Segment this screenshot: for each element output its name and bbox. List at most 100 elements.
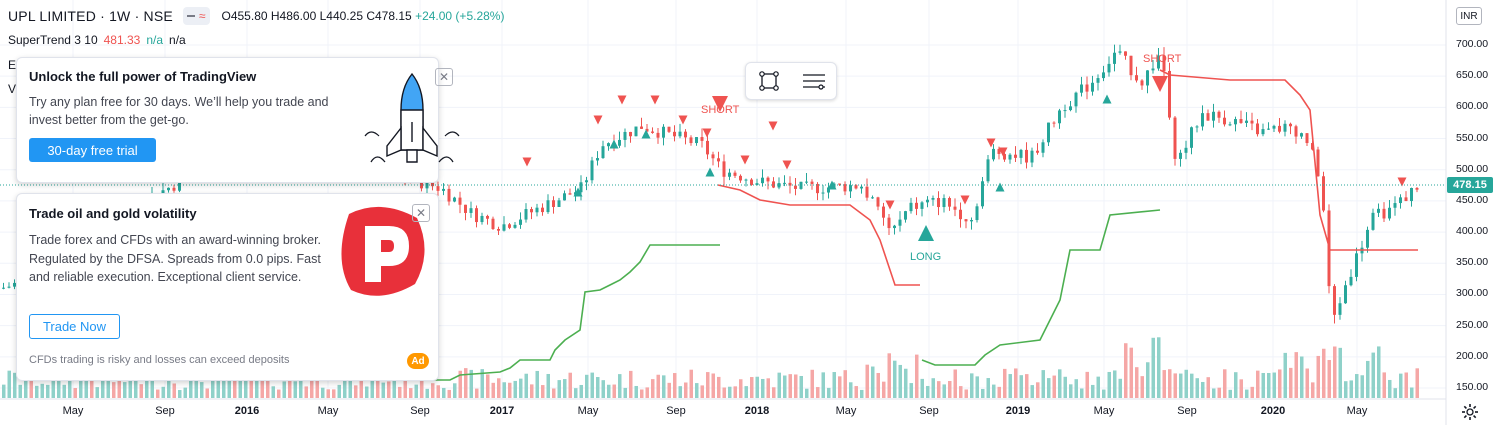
volume-bar	[1135, 367, 1139, 398]
candle-body	[975, 206, 979, 221]
sell-marker	[702, 128, 712, 138]
candle-body	[1080, 84, 1083, 93]
volume-bar	[238, 369, 242, 398]
buy-marker	[995, 182, 1005, 192]
candle-body	[1091, 82, 1094, 92]
buy-marker	[705, 167, 715, 177]
volume-bar	[7, 370, 11, 398]
candle-body	[673, 131, 676, 137]
time-axis-label: Sep	[410, 405, 430, 417]
volume-bar	[1162, 370, 1166, 398]
volume-bar	[227, 375, 231, 398]
candle-body	[1234, 119, 1237, 125]
supertrend-up-segment	[428, 244, 720, 381]
candle-body	[838, 183, 841, 185]
volume-bar	[1052, 375, 1056, 398]
volume-bar	[849, 382, 853, 398]
sell-marker	[885, 200, 895, 210]
volume-bar	[794, 374, 798, 398]
gear-icon[interactable]	[1461, 403, 1479, 421]
price-axis-label: 600.00	[1456, 100, 1489, 113]
candle-body	[860, 186, 863, 189]
volume-bar	[607, 384, 611, 398]
volume-bar	[1096, 376, 1100, 398]
volume-bar	[612, 384, 616, 398]
volume-bar	[321, 387, 325, 398]
candle-body	[1162, 55, 1166, 71]
volume-bar	[205, 388, 209, 398]
volume-bar	[596, 377, 600, 398]
candle-body	[629, 131, 632, 137]
volume-bar	[645, 387, 649, 398]
trade-now-button[interactable]: Trade Now	[29, 314, 120, 339]
ad-title: Trade oil and gold volatility	[29, 206, 197, 221]
candle-body	[464, 204, 467, 213]
volume-bar	[519, 378, 523, 398]
volume-bar	[739, 379, 743, 398]
candle-body	[722, 161, 726, 177]
volume-bar	[392, 378, 396, 398]
close-promo-button[interactable]: ✕	[435, 68, 453, 86]
candle-body	[1294, 126, 1298, 137]
candle-body	[497, 228, 500, 231]
volume-bar	[678, 386, 682, 398]
volume-bar	[1014, 368, 1018, 398]
candle-body	[1036, 150, 1039, 153]
volume-bar	[926, 385, 930, 398]
candle-body	[530, 209, 533, 213]
volume-bar	[656, 374, 660, 398]
candle-body	[7, 286, 11, 288]
volume-bar	[1168, 369, 1172, 398]
settings-lines-button[interactable]	[798, 67, 830, 95]
time-axis-label: May	[1093, 405, 1115, 417]
symbol-title[interactable]: UPL LIMITED · 1W · NSE	[8, 8, 173, 24]
volume-bar	[1256, 370, 1260, 398]
volume-bar	[1080, 388, 1084, 398]
volume-bar	[112, 382, 116, 398]
volume-bar	[458, 370, 462, 398]
volume-bar	[161, 386, 165, 398]
volume-bar	[766, 378, 770, 398]
volume-bar	[700, 385, 704, 398]
buy-marker	[609, 139, 619, 149]
candle-body	[1052, 122, 1056, 124]
ad-badge: Ad	[407, 353, 429, 369]
volume-bar	[865, 364, 869, 398]
candle-body	[1058, 110, 1061, 124]
time-axis-label: May	[317, 405, 339, 417]
volume-bar	[1393, 388, 1397, 398]
volume-bar	[1113, 370, 1117, 398]
tradingview-promo-card: Unlock the full power of TradingView Try…	[16, 57, 460, 183]
volume-bar	[1311, 382, 1315, 398]
candle-body	[513, 224, 517, 228]
legend-toggle[interactable]: ≈	[182, 7, 210, 25]
volume-bar	[953, 369, 957, 398]
candle-body	[502, 224, 506, 231]
indicator-legend[interactable]: SuperTrend 3 10 481.33 n/a n/a	[8, 33, 186, 47]
currency-button[interactable]: INR	[1456, 7, 1482, 25]
volume-bar	[623, 387, 627, 398]
candle-body	[893, 225, 896, 229]
volume-bar	[260, 374, 264, 398]
candle-body	[1102, 72, 1105, 79]
close-ad-button[interactable]: ✕	[412, 204, 430, 222]
candle-body	[480, 215, 484, 223]
volume-bar	[706, 372, 710, 398]
volume-bar	[376, 374, 380, 398]
volume-bar	[150, 371, 154, 398]
indicator-name: SuperTrend 3 10	[8, 33, 98, 47]
volume-bar	[1124, 343, 1128, 398]
candle-body	[1157, 55, 1160, 69]
candle-body	[1008, 154, 1012, 160]
volume-bar	[1074, 379, 1078, 398]
volume-bar	[1179, 373, 1183, 398]
last-price-tag: 478.15	[1447, 177, 1493, 193]
rectangle-tool-button[interactable]	[753, 67, 785, 95]
free-trial-button[interactable]: 30-day free trial	[29, 138, 156, 162]
volume-bar	[249, 377, 253, 398]
candle-body	[1096, 78, 1100, 83]
candle-body	[904, 211, 907, 220]
volume-bar	[1283, 352, 1287, 398]
price-axis-label: 650.00	[1456, 69, 1489, 82]
candle-body	[986, 159, 990, 182]
